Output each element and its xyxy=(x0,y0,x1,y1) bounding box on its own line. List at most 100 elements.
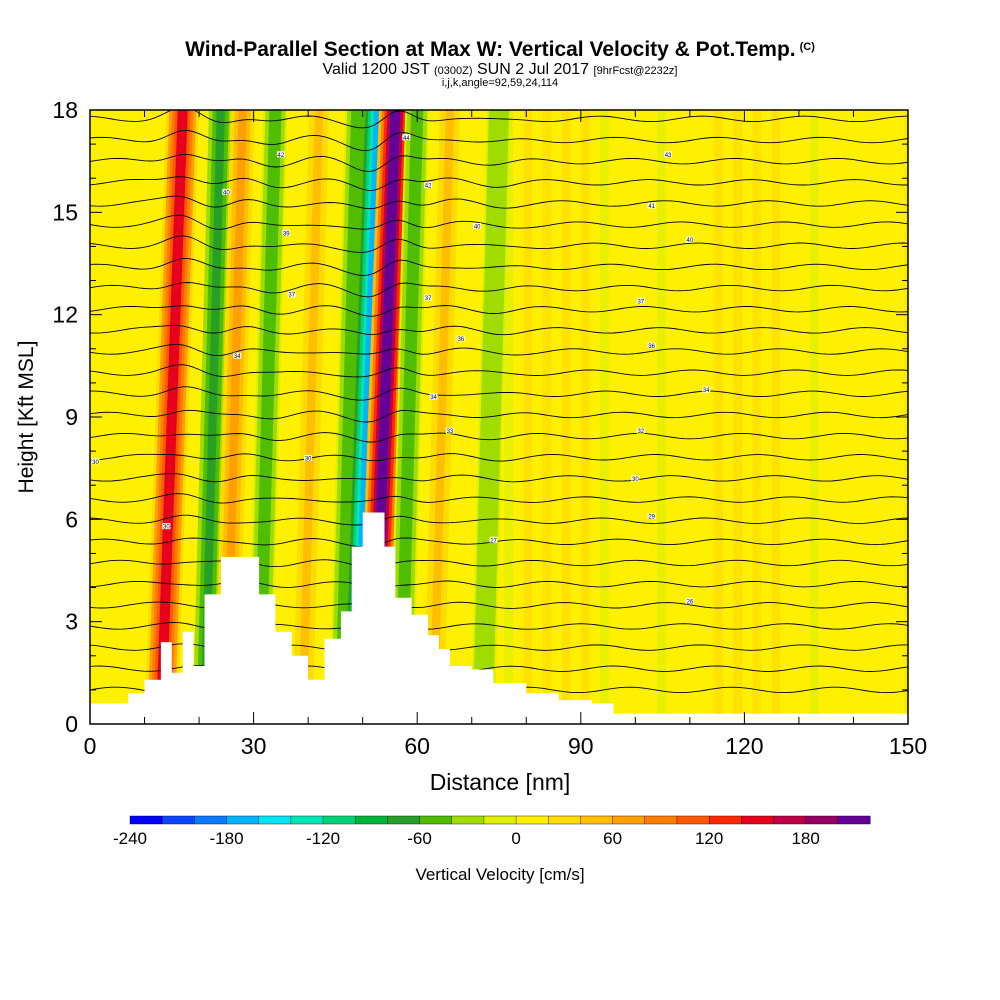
theta-label: 34 xyxy=(234,354,241,360)
x-tick-label: 90 xyxy=(568,733,594,759)
theta-contour-line xyxy=(90,409,908,423)
colorbar-swatch xyxy=(355,815,388,825)
theta-contour-line xyxy=(90,214,908,230)
field-stripe xyxy=(638,110,647,724)
x-axis-label: Distance [nm] xyxy=(430,769,571,795)
theta-label-box xyxy=(402,134,411,141)
theta-label-box xyxy=(636,298,645,305)
theta-label-box xyxy=(162,523,171,530)
theta-label: 40 xyxy=(687,238,694,244)
theta-label-box xyxy=(287,291,296,298)
colorbar-swatch xyxy=(129,815,163,825)
theta-contour-line xyxy=(90,67,908,84)
theta-label-box xyxy=(664,151,673,158)
colorbar-tick-label: 60 xyxy=(603,829,622,848)
theta-contour-line xyxy=(90,386,908,401)
field-stripe xyxy=(809,110,819,724)
colorbar-tick-label: 0 xyxy=(511,829,520,848)
valid-date: SUN 2 Jul 2017 xyxy=(477,61,590,78)
theta-label: 32 xyxy=(637,429,644,435)
field-stripe xyxy=(618,110,628,724)
w-band xyxy=(200,110,226,724)
theta-label: 37 xyxy=(425,296,432,302)
colorbar-tick-label: -180 xyxy=(210,829,244,848)
theta-label-box xyxy=(304,454,313,461)
theta-label-box xyxy=(282,229,291,236)
x-tick-label: 120 xyxy=(725,733,763,759)
theta-label: 42 xyxy=(425,184,432,190)
colorbar-swatch xyxy=(515,815,549,825)
theta-label: 29 xyxy=(648,514,655,520)
theta-label: 30 xyxy=(92,460,99,466)
y-tick-label: 3 xyxy=(65,609,78,635)
field-stripe xyxy=(733,110,743,724)
theta-label: 37 xyxy=(288,293,295,299)
theta-contour-line xyxy=(90,453,908,462)
theta-contour-line xyxy=(90,493,908,504)
y-tick-label: 12 xyxy=(52,302,78,328)
theta-label: 39 xyxy=(283,231,290,237)
field-stripe xyxy=(676,110,685,724)
copyright-mark: (C) xyxy=(799,41,815,53)
theta-label-box xyxy=(429,393,438,400)
theta-label-box xyxy=(647,512,656,519)
theta-contour-line xyxy=(90,325,908,336)
field-stripe xyxy=(599,110,609,724)
theta-label-box xyxy=(636,427,645,434)
colorbar-swatch xyxy=(322,815,356,825)
theta-label: 36 xyxy=(457,337,464,343)
theta-label: 42 xyxy=(278,153,285,159)
theta-contour-line xyxy=(90,364,908,378)
colorbar-swatch xyxy=(258,815,292,825)
theta-label: 36 xyxy=(648,344,655,350)
theta-contour-line xyxy=(90,343,908,357)
w-band xyxy=(336,110,362,724)
valid-time: Valid 1200 JST xyxy=(322,61,430,78)
theta-contour-line xyxy=(90,432,908,443)
theta-label-box xyxy=(276,151,285,158)
theta-label: 41 xyxy=(648,204,655,210)
w-band xyxy=(254,110,280,724)
theta-label: 33 xyxy=(447,429,454,435)
colorbar-label: Vertical Velocity [cm/s] xyxy=(415,865,584,884)
y-tick-label: 9 xyxy=(65,404,78,430)
theta-label: 43 xyxy=(665,153,672,159)
colorbar-tick-label: 120 xyxy=(695,829,723,848)
field-stripe xyxy=(695,110,705,724)
theta-label-box xyxy=(489,536,498,543)
chart-title: Wind-Parallel Section at Max W: Vertical… xyxy=(0,38,1000,62)
theta-label-box xyxy=(647,342,656,349)
colorbar-swatch xyxy=(548,815,581,825)
y-tick-label: 6 xyxy=(65,506,78,532)
theta-label-box xyxy=(702,386,711,393)
colorbar-swatch xyxy=(580,815,614,825)
field-stripe xyxy=(790,110,800,724)
theta-label: 34 xyxy=(430,395,437,401)
chart-subtitle: Valid 1200 JST (0300Z) SUN 2 Jul 2017 [9… xyxy=(0,61,1000,79)
theta-contour-line xyxy=(90,235,908,253)
x-tick-label: 60 xyxy=(404,733,430,759)
x-tick-label: 0 xyxy=(84,733,97,759)
theta-label: 37 xyxy=(637,300,644,306)
field-stripe xyxy=(714,110,724,724)
theta-contour-line xyxy=(90,154,908,173)
colorbar-swatch xyxy=(741,815,774,825)
theta-label: 40 xyxy=(223,190,230,196)
theta-label-box xyxy=(424,294,433,301)
utc-time: (0300Z) xyxy=(434,65,473,77)
chart-title-text: Wind-Parallel Section at Max W: Vertical… xyxy=(185,38,796,61)
colorbar-tick-label: -120 xyxy=(306,829,340,848)
theta-contour-line xyxy=(90,130,908,152)
theta-label: 27 xyxy=(490,538,497,544)
theta-label: 40 xyxy=(474,224,481,230)
theta-label: 30 xyxy=(163,525,170,531)
field-stripe xyxy=(752,110,762,724)
field-stripe xyxy=(542,110,552,724)
theta-label-box xyxy=(424,182,433,189)
field-stripe xyxy=(504,110,514,724)
theta-label: 30 xyxy=(305,456,312,462)
theta-label-box xyxy=(233,352,242,359)
y-axis-label: Height [Kft MSL] xyxy=(15,341,38,494)
